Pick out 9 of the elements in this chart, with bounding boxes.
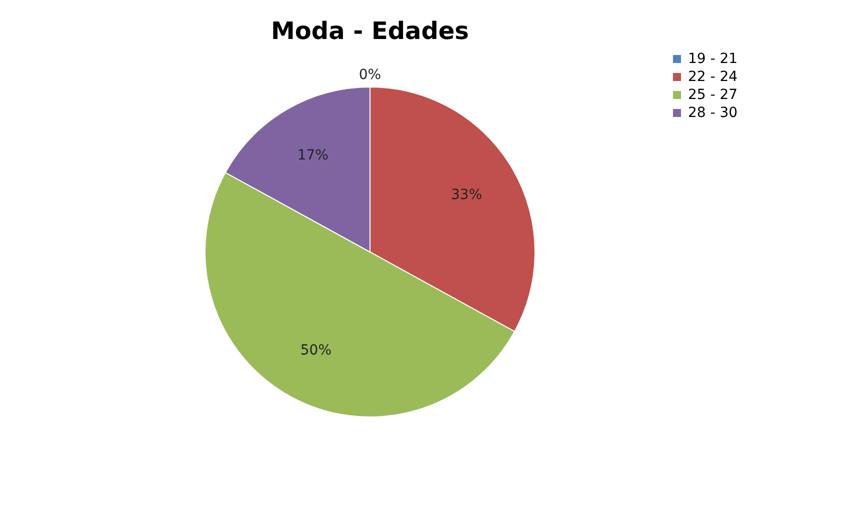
legend-label: 28 - 30 xyxy=(688,105,738,121)
legend-label: 19 - 21 xyxy=(688,51,738,67)
legend-label: 22 - 24 xyxy=(688,69,738,85)
data-label: 50% xyxy=(300,342,332,358)
data-label: 17% xyxy=(297,147,328,164)
legend-label: 25 - 27 xyxy=(688,87,738,103)
data-label: 33% xyxy=(451,186,482,203)
chart-title: Moda - Edades xyxy=(271,17,469,45)
text: 0% xyxy=(358,67,382,83)
